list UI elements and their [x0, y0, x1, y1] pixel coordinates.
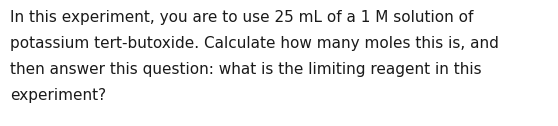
Text: experiment?: experiment? — [10, 88, 106, 103]
Text: then answer this question: what is the limiting reagent in this: then answer this question: what is the l… — [10, 62, 482, 77]
Text: In this experiment, you are to use 25 mL of a 1 M solution of: In this experiment, you are to use 25 mL… — [10, 10, 473, 25]
Text: potassium tert-butoxide. Calculate how many moles this is, and: potassium tert-butoxide. Calculate how m… — [10, 36, 499, 51]
